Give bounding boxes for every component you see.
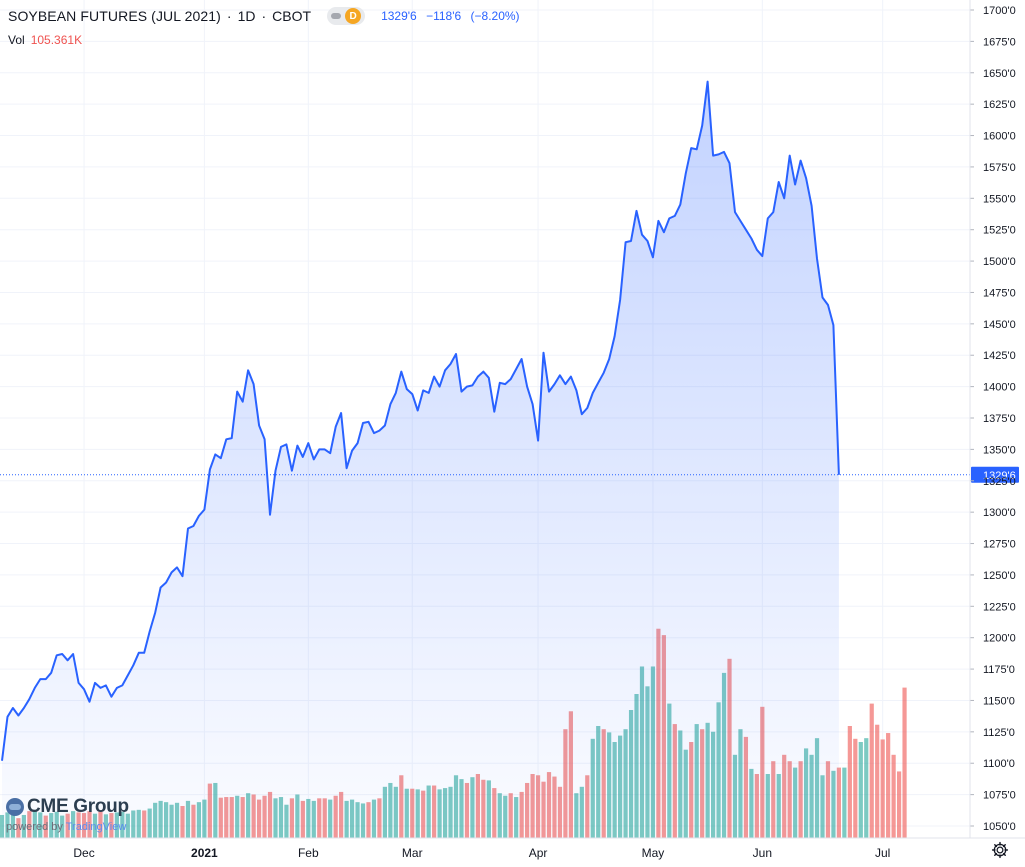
volume-bar [875,724,880,838]
y-tick-label: 1425'0 [983,350,1016,362]
y-tick-label: 1300'0 [983,507,1016,519]
quote-line: 1329'6 −118'6 (−8.20%) [381,9,520,23]
price-area-fill [2,81,839,839]
exchange-label: CBOT [272,8,312,24]
powered-by-text: powered by [6,821,63,833]
brand-name: CME Group [27,796,129,817]
volume-bar [886,733,891,838]
volume-bar [902,687,907,838]
y-tick-label: 1700'0 [983,5,1016,17]
gear-icon[interactable] [991,841,1009,859]
y-tick-label: 1250'0 [983,570,1016,582]
x-tick-label: Mar [402,846,423,860]
last-price: 1329'6 [381,9,417,23]
y-tick-label: 1275'0 [983,539,1016,551]
price-change: −118'6 [426,9,462,23]
tradingview-link[interactable]: TradingView [65,821,127,833]
volume-bar [847,726,852,838]
y-tick-label: 1450'0 [983,319,1016,331]
globe-icon [6,798,24,816]
separator: · [226,8,232,24]
price-change-pct: (−8.20%) [470,9,520,23]
y-tick-label: 1625'0 [983,99,1016,111]
y-tick-label: 1075'0 [983,790,1016,802]
chart-header: SOYBEAN FUTURES (JUL 2021) · 1D · CBOT D… [8,7,520,25]
price-line [1,80,840,761]
y-tick-label: 1675'0 [983,36,1016,48]
y-tick-label: 1050'0 [983,821,1016,833]
volume-bar [836,767,842,838]
y-tick-label: 1575'0 [983,162,1016,174]
y-tick-label: 1325'0 [983,476,1016,488]
y-tick-label: 1350'0 [983,444,1016,456]
y-tick-label: 1175'0 [983,664,1015,676]
volume-bar [880,739,885,838]
separator: · [261,8,267,24]
price-area: 1329'6 [0,80,1019,839]
market-status-icon [331,13,342,19]
x-tick-label: Feb [298,846,319,860]
volume-legend: Vol 105.361K [8,33,82,47]
volume-bar [853,738,858,838]
y-tick-label: 1525'0 [983,225,1016,237]
volume-bar [869,703,874,838]
y-tick-label: 1200'0 [983,633,1016,645]
y-tick-label: 1600'0 [983,131,1016,143]
x-tick-label: Jun [753,846,772,860]
x-tick-label: Apr [529,846,548,860]
volume-bar [842,767,847,838]
delayed-badge: D [345,8,362,24]
x-tick-label: May [642,846,665,860]
volume-value: 105.361K [30,33,83,47]
x-tick-label: Jul [875,846,890,860]
y-tick-label: 1550'0 [983,193,1016,205]
y-tick-label: 1400'0 [983,382,1016,394]
y-tick-label: 1500'0 [983,256,1016,268]
market-status-pill[interactable]: D [327,7,366,25]
y-tick-label: 1475'0 [983,287,1016,299]
y-tick-label: 1150'0 [983,695,1015,707]
y-tick-label: 1125'0 [983,727,1015,739]
y-tick-label: 1225'0 [983,601,1016,613]
cme-logo[interactable]: CME Group powered by TradingView [6,796,129,833]
x-tick-label: Dec [73,846,94,860]
volume-bar [891,754,896,838]
volume-bar [864,738,869,838]
last-price-label: 1329'6 [983,470,1016,482]
volume-bar [858,742,863,838]
volume-bar [896,771,902,838]
volume-label[interactable]: Vol [8,33,25,47]
last-price-label-bg [971,466,1019,483]
y-tick-label: 1100'0 [983,758,1015,770]
interval-label[interactable]: 1D [237,8,256,24]
y-tick-label: 1375'0 [983,413,1016,425]
x-tick-label: 2021 [191,846,218,860]
y-tick-label: 1650'0 [983,68,1016,80]
symbol-title[interactable]: SOYBEAN FUTURES (JUL 2021) [8,8,221,24]
